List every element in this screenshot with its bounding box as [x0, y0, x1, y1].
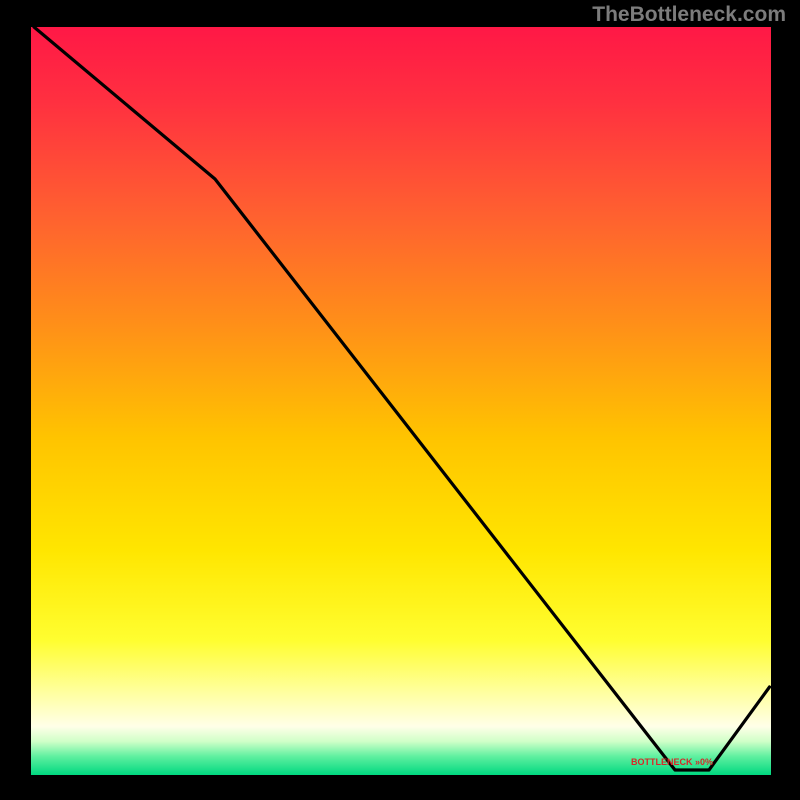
chart-line-layer [31, 27, 771, 775]
watermark-text: TheBottleneck.com [592, 3, 786, 27]
chart-plot-area: BOTTLENECK »0% [31, 27, 771, 775]
bottleneck-label: BOTTLENECK »0% [631, 757, 713, 767]
bottleneck-curve [34, 27, 770, 770]
